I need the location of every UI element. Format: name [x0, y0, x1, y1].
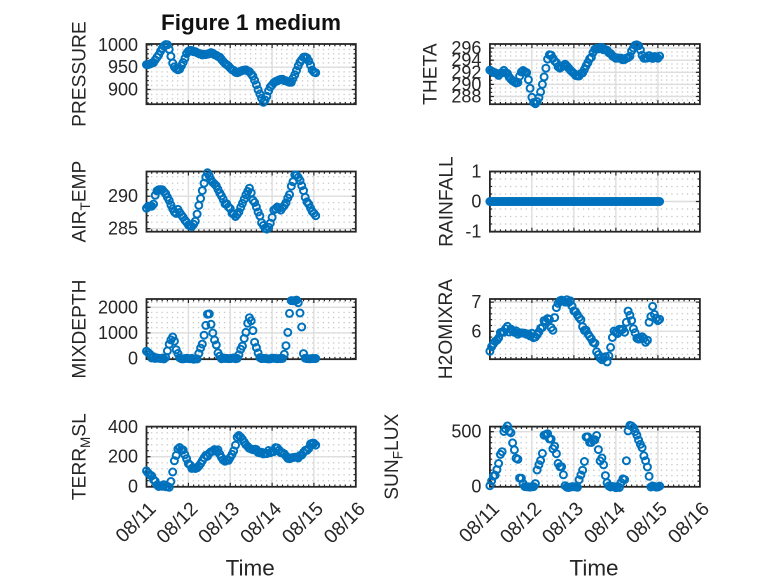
svg-text:1: 1 [471, 162, 481, 182]
svg-text:PRESSURE: PRESSURE [70, 21, 91, 127]
svg-text:SUNF​LUX: SUNF​LUX [382, 413, 406, 499]
svg-text:500: 500 [451, 422, 481, 442]
svg-text:292: 292 [451, 62, 481, 82]
svg-text:296: 296 [451, 38, 481, 58]
svg-text:0: 0 [128, 477, 138, 497]
svg-text:-1: -1 [465, 222, 481, 242]
svg-text:TERRM​SL: TERRM​SL [70, 413, 94, 500]
svg-text:Time: Time [569, 556, 618, 581]
svg-text:290: 290 [108, 186, 138, 206]
svg-text:200: 200 [108, 447, 138, 467]
svg-text:2000: 2000 [98, 297, 138, 317]
svg-text:7: 7 [471, 292, 481, 312]
svg-text:Figure 1 medium: Figure 1 medium [161, 10, 341, 35]
svg-text:294: 294 [451, 50, 481, 70]
svg-text:THETA: THETA [421, 43, 442, 105]
svg-text:AIRT​EMP: AIRT​EMP [70, 161, 94, 243]
svg-text:6: 6 [471, 321, 481, 341]
svg-text:285: 285 [108, 219, 138, 239]
svg-text:1000: 1000 [98, 323, 138, 343]
svg-text:900: 900 [108, 80, 138, 100]
svg-text:1000: 1000 [98, 35, 138, 55]
svg-text:RAINFALL: RAINFALL [437, 156, 458, 247]
svg-text:400: 400 [108, 417, 138, 437]
svg-text:Time: Time [226, 556, 275, 581]
svg-text:0: 0 [471, 192, 481, 212]
svg-text:0: 0 [128, 349, 138, 369]
svg-text:H2OMIXRA: H2OMIXRA [436, 279, 457, 379]
svg-text:MIXDEPTH: MIXDEPTH [70, 280, 91, 379]
svg-text:288: 288 [451, 87, 481, 107]
svg-text:0: 0 [471, 477, 481, 497]
svg-text:950: 950 [108, 57, 138, 77]
svg-text:290: 290 [451, 74, 481, 94]
